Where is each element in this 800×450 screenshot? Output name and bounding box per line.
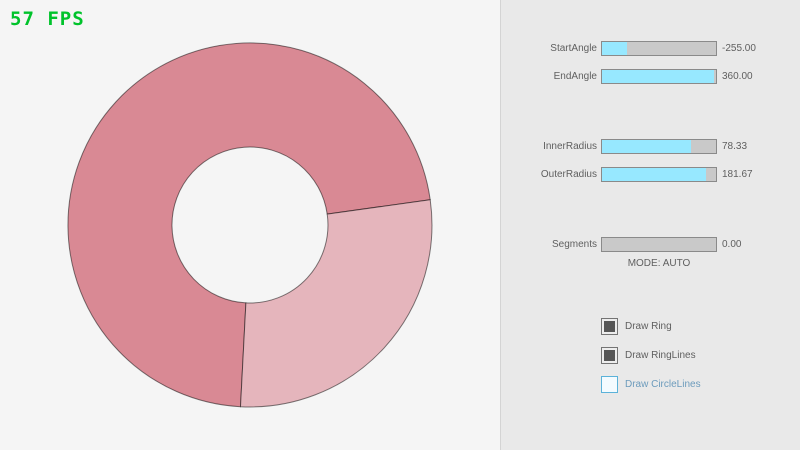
draw-ring-checkbox[interactable] xyxy=(601,318,618,335)
segments-row: Segments 0.00 xyxy=(501,237,800,252)
draw-ring-label: Draw Ring xyxy=(625,321,672,332)
segments-value: 0.00 xyxy=(722,239,742,250)
innerradius-slider[interactable] xyxy=(601,139,717,154)
endangle-row: EndAngle 360.00 xyxy=(501,69,800,84)
startangle-slider[interactable] xyxy=(601,41,717,56)
startangle-row: StartAngle -255.00 xyxy=(501,41,800,56)
ring-sector-dark xyxy=(67,42,431,408)
draw-ringlines-checkbox[interactable] xyxy=(601,347,618,364)
draw-circlelines-checkbox[interactable] xyxy=(601,376,618,393)
innerradius-value: 78.33 xyxy=(722,141,748,152)
startangle-label: StartAngle xyxy=(550,43,597,54)
ring-sector-light xyxy=(239,199,433,408)
outerradius-slider[interactable] xyxy=(601,167,717,182)
innerradius-row: InnerRadius 78.33 xyxy=(501,139,800,154)
endangle-slider[interactable] xyxy=(601,69,717,84)
segments-mode-text: MODE: AUTO xyxy=(627,258,691,269)
draw-ringlines-label: Draw RingLines xyxy=(625,350,696,361)
segments-label: Segments xyxy=(551,239,597,250)
draw-circlelines-label: Draw CircleLines xyxy=(625,379,701,390)
ring-canvas xyxy=(67,42,433,408)
innerradius-slider-fill xyxy=(602,140,691,153)
fps-counter: 57 FPS xyxy=(10,8,85,30)
endangle-value: 360.00 xyxy=(722,71,753,82)
outerradius-label: OuterRadius xyxy=(540,169,597,180)
startangle-value: -255.00 xyxy=(722,43,756,54)
outerradius-slider-fill xyxy=(602,168,706,181)
outerradius-value: 181.67 xyxy=(722,169,753,180)
outerradius-row: OuterRadius 181.67 xyxy=(501,167,800,182)
controls-panel: StartAngle -255.00 EndAngle 360.00 Inner… xyxy=(500,0,800,450)
startangle-slider-fill xyxy=(602,42,628,55)
segments-slider[interactable] xyxy=(601,237,717,252)
endangle-slider-fill xyxy=(602,70,714,83)
endangle-label: EndAngle xyxy=(553,71,597,82)
innerradius-label: InnerRadius xyxy=(543,141,597,152)
